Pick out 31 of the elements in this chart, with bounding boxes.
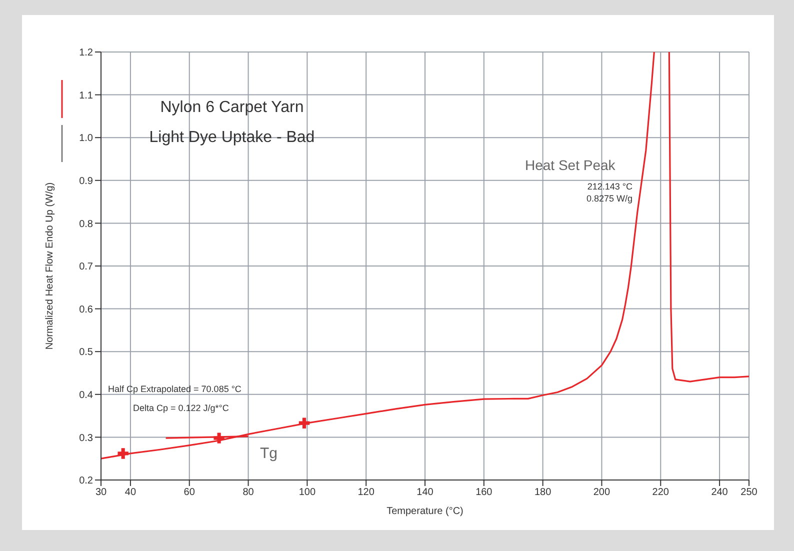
x-tick-label: 40 bbox=[124, 487, 136, 498]
annotation: Tg bbox=[260, 445, 278, 462]
x-tick-label: 120 bbox=[358, 487, 375, 498]
y-tick-label: 0.9 bbox=[79, 176, 94, 187]
y-axis-title: Normalized Heat Flow Endo Up (W/g) bbox=[44, 182, 56, 350]
y-tick-label: 0.3 bbox=[79, 432, 94, 444]
x-tick-label: 220 bbox=[652, 487, 670, 498]
text: Nylon 6 Carpet Yarn Light Dye Uptake - Bad bbox=[149, 99, 315, 146]
y-tick-label: 0.2 bbox=[79, 476, 94, 487]
y-tick-label: 1.0 bbox=[79, 133, 94, 144]
y-tick-label: 0.4 bbox=[79, 390, 94, 401]
y-tick-label: 1.1 bbox=[79, 90, 94, 102]
annotation: Half Cp Extrapolated = 70.085 °C bbox=[108, 384, 242, 394]
y-tick-label: 1.2 bbox=[79, 48, 94, 59]
x-tick-label: 250 bbox=[740, 487, 758, 498]
x-tick-label: 200 bbox=[593, 487, 611, 498]
y-tick-label: 0.8 bbox=[79, 218, 94, 230]
annotation: 212.143 °C 0.8275 W/g bbox=[586, 181, 633, 204]
x-tick-label: 60 bbox=[184, 487, 196, 498]
y-tick-label: 0.6 bbox=[79, 304, 94, 316]
x-axis-title: Temperature (°C) bbox=[386, 506, 464, 517]
x-tick-label: 30 bbox=[95, 487, 107, 498]
y-tick-label: 0.7 bbox=[79, 262, 94, 273]
x-tick-label: 160 bbox=[476, 487, 493, 498]
y-tick-label: 0.5 bbox=[79, 347, 94, 358]
annotation: Delta Cp = 0.122 J/g*°C bbox=[133, 403, 230, 413]
x-tick-label: 180 bbox=[534, 487, 552, 498]
x-tick-label: 80 bbox=[242, 487, 254, 498]
x-tick-label: 240 bbox=[711, 487, 728, 498]
x-tick-label: 140 bbox=[416, 487, 434, 498]
x-tick-label: 100 bbox=[298, 487, 316, 498]
